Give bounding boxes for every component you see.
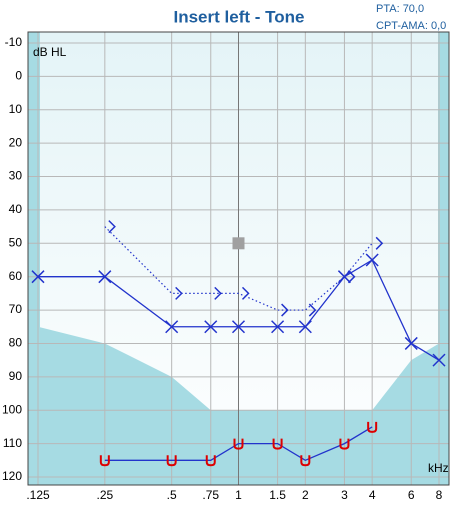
y-tick-label: 50 xyxy=(9,235,23,249)
y-tick-label: 30 xyxy=(9,169,23,183)
marker xyxy=(271,320,285,334)
x-tick-label: .5 xyxy=(167,488,177,502)
marker xyxy=(281,303,289,317)
x-tick-label: 4 xyxy=(369,488,376,502)
shaded-area xyxy=(28,326,449,485)
marker xyxy=(233,438,244,450)
x-tick-label: .125 xyxy=(26,488,50,502)
marker xyxy=(205,455,216,467)
y-tick-label: 110 xyxy=(3,436,22,450)
y-tick-label: 0 xyxy=(15,69,22,83)
x-tick-label: .25 xyxy=(96,488,113,502)
marker xyxy=(347,270,356,284)
x-axis-label: kHz xyxy=(428,461,449,475)
info-text: PTA: 70,0 xyxy=(376,3,424,15)
x-tick-label: 1.5 xyxy=(269,488,286,502)
y-tick-label: 40 xyxy=(9,202,23,216)
marker xyxy=(300,455,311,467)
y-tick-label: 80 xyxy=(9,336,23,350)
marker xyxy=(241,286,250,300)
x-tick-label: 3 xyxy=(341,488,348,502)
marker xyxy=(98,270,112,284)
y-axis-label: dB HL xyxy=(33,45,67,59)
marker xyxy=(375,236,384,250)
marker xyxy=(99,455,110,467)
plot-frame xyxy=(27,31,450,486)
marker xyxy=(367,421,378,433)
x-tick-label: 1 xyxy=(235,488,242,502)
y-tick-label: 100 xyxy=(2,402,22,416)
y-tick-label: 70 xyxy=(9,302,23,316)
marker xyxy=(231,320,246,334)
marker xyxy=(272,438,283,450)
side-band xyxy=(28,32,40,485)
marker xyxy=(308,303,317,317)
x-tick-label: 6 xyxy=(408,488,415,502)
marker xyxy=(175,286,183,300)
marker xyxy=(108,220,116,234)
x-tick-label: 2 xyxy=(302,488,309,502)
y-tick-label: 120 xyxy=(2,469,22,483)
y-tick-label: 20 xyxy=(9,135,23,149)
marker xyxy=(204,320,218,334)
marker xyxy=(214,286,222,300)
marker xyxy=(365,253,379,267)
y-tick-label: -10 xyxy=(5,35,23,49)
x-tick-label: .75 xyxy=(202,488,219,502)
marker xyxy=(31,270,45,284)
y-tick-label: 10 xyxy=(9,102,23,116)
y-tick-label: 60 xyxy=(9,269,23,283)
marker xyxy=(432,353,446,367)
series-line xyxy=(104,426,373,462)
marker xyxy=(339,438,350,450)
marker xyxy=(166,455,177,467)
marker xyxy=(232,237,245,250)
marker xyxy=(404,336,418,350)
info-text: CPT-AMA: 0,0 xyxy=(376,20,446,32)
chart-title: Insert left - Tone xyxy=(174,7,305,26)
marker xyxy=(165,320,179,334)
x-tick-label: 8 xyxy=(436,488,443,502)
marker xyxy=(298,320,312,334)
side-band xyxy=(438,32,449,485)
y-tick-label: 90 xyxy=(9,369,23,383)
series-line xyxy=(104,226,373,311)
